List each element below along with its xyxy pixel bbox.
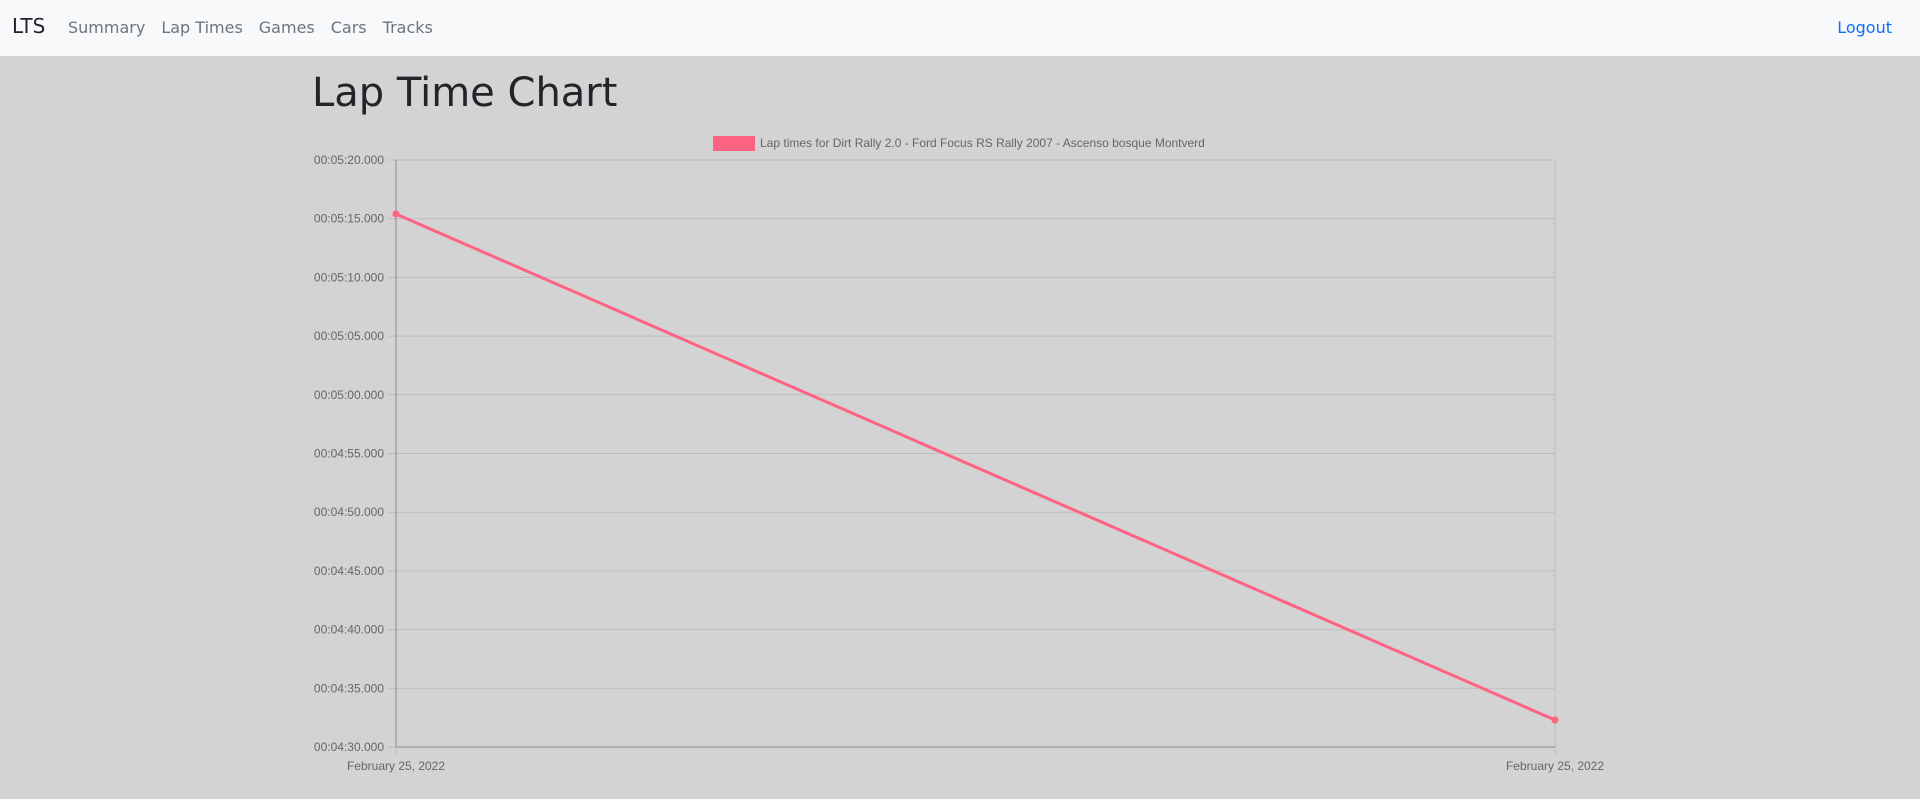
nav-link-games[interactable]: Games bbox=[258, 18, 315, 37]
y-tick-label: 00:04:40.000 bbox=[314, 623, 384, 637]
logout-link[interactable]: Logout bbox=[1837, 18, 1892, 37]
y-tick-label: 00:05:20.000 bbox=[314, 153, 384, 167]
y-tick-label: 00:04:45.000 bbox=[314, 564, 384, 578]
page-title: Lap Time Chart bbox=[312, 70, 618, 116]
y-tick-label: 00:04:35.000 bbox=[314, 681, 384, 695]
x-tick-label: February 25, 2022 bbox=[1506, 759, 1604, 773]
nav-link-summary[interactable]: Summary bbox=[68, 18, 146, 37]
y-tick-label: 00:04:50.000 bbox=[314, 505, 384, 519]
navbar: LTS Summary Lap Times Games Cars Tracks … bbox=[0, 0, 1920, 56]
y-tick-label: 00:05:10.000 bbox=[314, 270, 384, 284]
y-tick-label: 00:05:00.000 bbox=[314, 388, 384, 402]
data-point bbox=[392, 210, 400, 218]
legend-label: Lap times for Dirt Rally 2.0 - Ford Focu… bbox=[760, 136, 1205, 150]
y-tick-label: 00:05:15.000 bbox=[314, 212, 384, 226]
nav-link-lap-times[interactable]: Lap Times bbox=[161, 18, 243, 37]
x-tick-label: February 25, 2022 bbox=[347, 759, 445, 773]
y-tick-label: 00:05:05.000 bbox=[314, 329, 384, 343]
brand-link[interactable]: LTS bbox=[12, 14, 46, 38]
nav-links: Summary Lap Times Games Cars Tracks bbox=[68, 17, 449, 39]
nav-link-tracks[interactable]: Tracks bbox=[382, 18, 433, 37]
nav-link-cars[interactable]: Cars bbox=[330, 18, 367, 37]
y-tick-label: 00:04:30.000 bbox=[314, 740, 384, 754]
series-line bbox=[395, 212, 1556, 722]
legend-swatch bbox=[713, 136, 755, 151]
y-tick-label: 00:04:55.000 bbox=[314, 447, 384, 461]
data-point bbox=[1551, 716, 1559, 724]
